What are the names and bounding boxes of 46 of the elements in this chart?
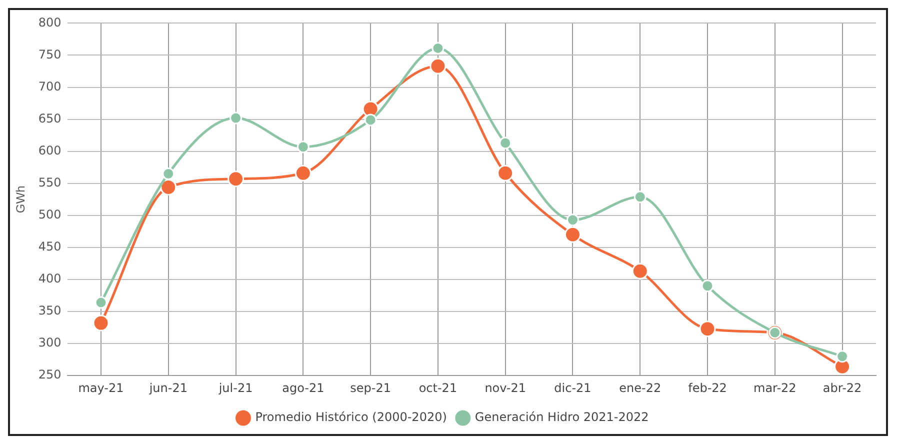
legend-label: Promedio Histórico (2000-2020) bbox=[255, 410, 447, 424]
y-tick-label: 400 bbox=[38, 272, 62, 286]
point bbox=[432, 42, 444, 54]
x-tick-label: ene-22 bbox=[619, 380, 662, 395]
x-tick-label: feb-22 bbox=[688, 380, 727, 395]
point bbox=[92, 314, 110, 332]
x-tick-label: oct-21 bbox=[418, 380, 458, 395]
x-tick-label: dic-21 bbox=[554, 380, 592, 395]
point bbox=[364, 114, 377, 126]
point bbox=[634, 190, 646, 204]
x-tick-label: abr-22 bbox=[822, 380, 862, 395]
point bbox=[497, 164, 514, 182]
y-tick-label: 650 bbox=[38, 111, 62, 126]
y-axis-title: GWh bbox=[14, 186, 28, 214]
y-tick-label: 800 bbox=[38, 15, 62, 30]
point bbox=[499, 136, 512, 150]
y-tick-label: 450 bbox=[38, 240, 62, 254]
point bbox=[162, 168, 175, 180]
y-tick-label: 350 bbox=[38, 304, 62, 318]
point bbox=[430, 58, 446, 74]
y-tick-label: 250 bbox=[38, 368, 62, 382]
point bbox=[230, 112, 242, 124]
x-tick-label: may-21 bbox=[78, 380, 124, 395]
y-tick-label: 550 bbox=[38, 176, 62, 190]
x-tick-label: sep-21 bbox=[350, 380, 391, 395]
point bbox=[632, 262, 648, 280]
x-tick-label: nov-21 bbox=[484, 380, 526, 395]
y-tick-label: 750 bbox=[38, 47, 62, 62]
x-tick-label: jul-21 bbox=[218, 380, 253, 395]
x-tick-label: mar-22 bbox=[754, 380, 796, 395]
y-tick-label: 300 bbox=[38, 336, 62, 350]
y-tick-label: 600 bbox=[38, 143, 62, 158]
point bbox=[160, 178, 177, 196]
point bbox=[564, 226, 581, 243]
point bbox=[701, 280, 714, 292]
point bbox=[296, 140, 310, 154]
point bbox=[566, 214, 579, 226]
point bbox=[294, 164, 312, 182]
point bbox=[94, 296, 108, 309]
point bbox=[699, 320, 716, 338]
y-tick-label: 700 bbox=[38, 79, 62, 94]
x-tick-label: jun-21 bbox=[148, 380, 188, 395]
point bbox=[228, 170, 244, 188]
y-tick-label: 500 bbox=[38, 208, 62, 222]
legend-label: Generación Hidro 2021-2022 bbox=[474, 410, 649, 424]
x-tick-label: ago-21 bbox=[282, 380, 324, 395]
